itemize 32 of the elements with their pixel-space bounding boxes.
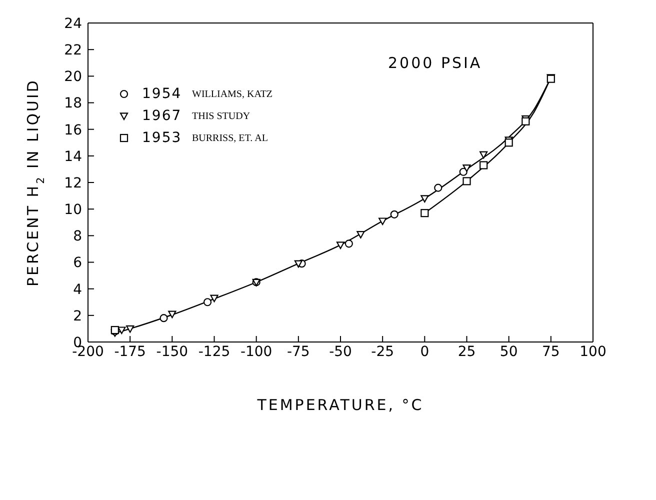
y-tick-label: 22 bbox=[64, 42, 82, 59]
annotation: THIS STUDY bbox=[192, 110, 250, 122]
y-tick-label: 2 bbox=[73, 308, 82, 324]
legend-label: 1953 bbox=[142, 130, 183, 146]
x-tick-label: 0 bbox=[420, 344, 430, 360]
y-tick-label: 6 bbox=[73, 255, 82, 272]
x-tick-label: 75 bbox=[542, 344, 560, 360]
x-tick-label: -150 bbox=[156, 344, 188, 360]
x-tick-label: -50 bbox=[329, 344, 352, 360]
x-tick-label: -125 bbox=[198, 344, 230, 360]
x-tick-label: 100 bbox=[580, 344, 606, 360]
y-tick-label: 20 bbox=[64, 69, 82, 86]
y-tick-label: 12 bbox=[64, 175, 82, 192]
y-tick-label: 10 bbox=[64, 202, 82, 218]
annotation: WILLIAMS, KATZ bbox=[192, 88, 273, 100]
y-tick-label: 14 bbox=[64, 148, 82, 165]
x-tick-label: -100 bbox=[240, 344, 272, 360]
y-tick-label: 18 bbox=[64, 96, 82, 112]
legend-label: 1954 bbox=[142, 86, 183, 102]
x-tick-label: -25 bbox=[371, 344, 394, 360]
y-tick-label: 4 bbox=[73, 282, 82, 298]
x-tick-label: 50 bbox=[500, 344, 518, 360]
legend-label: 1967 bbox=[142, 108, 183, 124]
x-axis-title: TEMPERATURE, °C bbox=[256, 396, 424, 414]
x-tick-label: -175 bbox=[114, 344, 146, 360]
annotation: BURRISS, ET. AL bbox=[192, 132, 268, 144]
y-tick-label: 8 bbox=[73, 228, 82, 245]
y-tick-label: 16 bbox=[64, 122, 82, 138]
x-tick-label: -75 bbox=[286, 344, 310, 360]
text: 2000 PSIA bbox=[388, 54, 482, 72]
x-tick-label: 25 bbox=[458, 344, 476, 360]
y-tick-label: 24 bbox=[64, 16, 82, 32]
